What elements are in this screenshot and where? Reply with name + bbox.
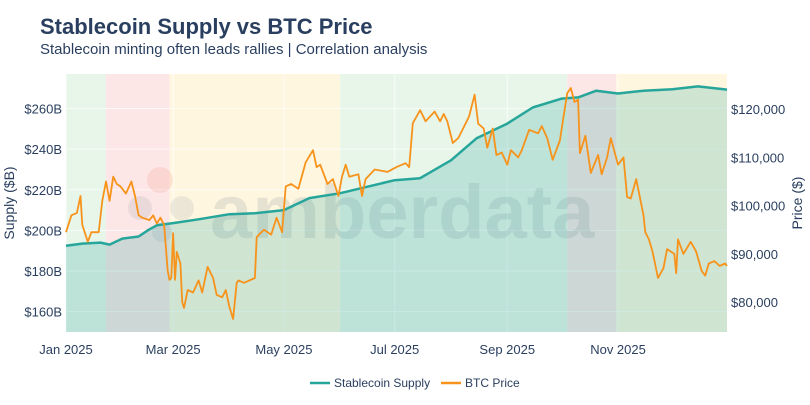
- grid-lines: [65, 74, 727, 332]
- chart-subtitle: Stablecoin minting often leads rallies |…: [40, 41, 428, 58]
- y-right-axis-title: Price ($): [789, 177, 805, 230]
- legend-item[interactable]: Stablecoin Supply: [310, 376, 430, 390]
- y-left-axis-title: Supply ($B): [1, 166, 17, 239]
- y-right-tick-label: $120,000: [731, 102, 785, 117]
- watermark-logo-dot: [147, 167, 173, 193]
- legend-item[interactable]: BTC Price: [441, 376, 520, 390]
- regime-band: [105, 74, 170, 332]
- x-tick-label: Jan 2025: [39, 342, 93, 357]
- y-right-tick-label: $110,000: [731, 150, 784, 165]
- y-left-tick-label: $200B: [24, 223, 62, 238]
- btc-price-line: [65, 87, 728, 320]
- supply-area-fill: [66, 86, 727, 333]
- y-left-tick-label: $260B: [24, 102, 62, 117]
- y-left-tick-label: $180B: [24, 264, 62, 279]
- x-tick-label: Nov 2025: [590, 342, 646, 357]
- legend: Stablecoin Supply BTC Price: [310, 376, 520, 390]
- series: [65, 85, 728, 333]
- legend-label: Stablecoin Supply: [334, 376, 430, 390]
- watermark-logo-dot: [152, 222, 172, 242]
- watermark-logo-dot: [170, 196, 194, 220]
- legend-label: BTC Price: [465, 376, 520, 390]
- regime-band: [66, 74, 106, 332]
- y-right-tick-label: $100,000: [731, 199, 785, 214]
- regime-band: [340, 74, 568, 332]
- watermark: amberdata: [128, 167, 595, 255]
- regime-bands: [66, 74, 727, 332]
- watermark-logo-dot: [128, 196, 152, 220]
- supply-line: [65, 85, 728, 247]
- axes: Jan 2025 Mar 2025 May 2025 Jul 2025 Sep 2025…: [24, 102, 785, 357]
- chart-title: Stablecoin Supply vs BTC Price: [40, 14, 373, 39]
- regime-band: [616, 74, 727, 332]
- y-left-tick-label: $240B: [24, 142, 62, 157]
- watermark-text: amberdata: [210, 170, 595, 255]
- y-left-tick-label: $220B: [24, 183, 62, 198]
- x-tick-label: Sep 2025: [479, 342, 535, 357]
- regime-band: [567, 74, 617, 332]
- x-tick-label: Mar 2025: [146, 342, 201, 357]
- y-right-tick-label: $80,000: [731, 295, 778, 310]
- regime-band: [169, 74, 341, 332]
- y-left-tick-label: $160B: [24, 305, 62, 320]
- y-right-tick-label: $90,000: [731, 247, 778, 262]
- x-tick-label: May 2025: [255, 342, 312, 357]
- x-tick-label: Jul 2025: [370, 342, 419, 357]
